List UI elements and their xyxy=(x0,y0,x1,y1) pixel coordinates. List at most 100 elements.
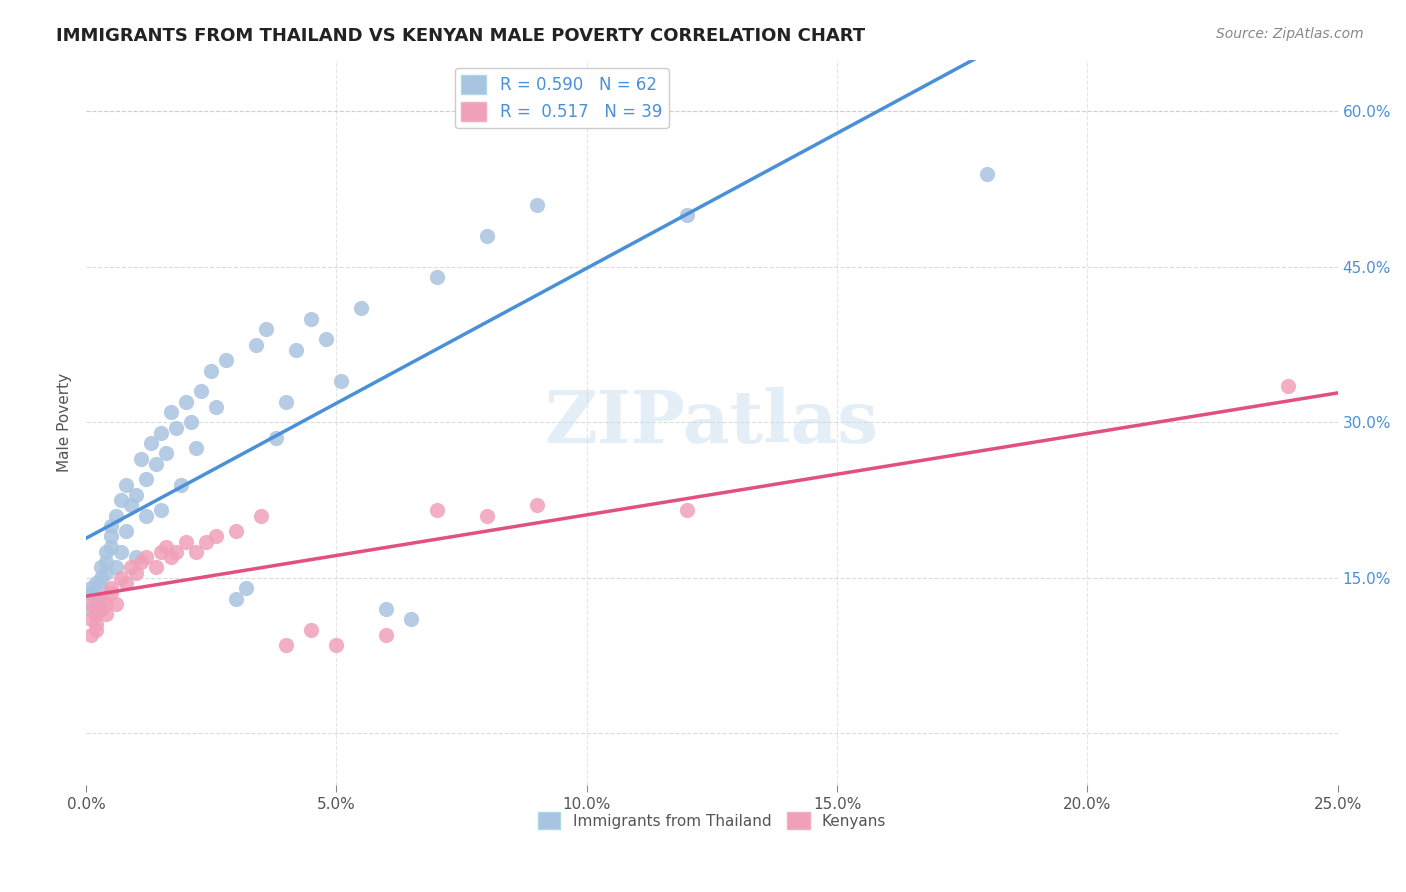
Point xyxy=(115,524,138,538)
Point xyxy=(526,498,548,512)
Point xyxy=(675,503,697,517)
Point xyxy=(84,607,107,621)
Point xyxy=(90,571,112,585)
Point xyxy=(100,519,122,533)
Point xyxy=(195,534,218,549)
Point xyxy=(180,415,202,429)
Point xyxy=(94,555,117,569)
Point xyxy=(330,374,353,388)
Point xyxy=(90,602,112,616)
Point xyxy=(84,607,107,621)
Point xyxy=(129,451,152,466)
Point xyxy=(425,503,447,517)
Point xyxy=(135,472,157,486)
Point xyxy=(129,555,152,569)
Point xyxy=(254,322,277,336)
Point xyxy=(425,270,447,285)
Point xyxy=(160,550,183,565)
Point xyxy=(125,566,148,580)
Point xyxy=(80,612,103,626)
Point xyxy=(94,597,117,611)
Y-axis label: Male Poverty: Male Poverty xyxy=(58,373,72,472)
Point xyxy=(1277,379,1299,393)
Point xyxy=(84,623,107,637)
Point xyxy=(120,560,142,574)
Point xyxy=(90,581,112,595)
Point xyxy=(276,638,298,652)
Point xyxy=(145,457,167,471)
Point xyxy=(190,384,212,399)
Point xyxy=(94,607,117,621)
Point xyxy=(200,363,222,377)
Point xyxy=(135,508,157,523)
Point xyxy=(475,508,498,523)
Legend: Immigrants from Thailand, Kenyans: Immigrants from Thailand, Kenyans xyxy=(531,805,893,836)
Point xyxy=(976,167,998,181)
Point xyxy=(186,545,208,559)
Point xyxy=(94,545,117,559)
Point xyxy=(115,477,138,491)
Point xyxy=(100,529,122,543)
Point xyxy=(145,560,167,574)
Point xyxy=(100,581,122,595)
Point xyxy=(155,540,177,554)
Point xyxy=(350,301,373,316)
Point xyxy=(150,425,173,440)
Point xyxy=(105,597,128,611)
Point xyxy=(526,197,548,211)
Point xyxy=(285,343,308,357)
Point xyxy=(90,560,112,574)
Point xyxy=(84,591,107,606)
Point xyxy=(105,508,128,523)
Point xyxy=(675,208,697,222)
Point xyxy=(90,602,112,616)
Point xyxy=(84,597,107,611)
Point xyxy=(205,400,228,414)
Point xyxy=(475,228,498,243)
Point xyxy=(105,560,128,574)
Point xyxy=(84,617,107,632)
Point xyxy=(84,576,107,591)
Point xyxy=(401,612,423,626)
Point xyxy=(250,508,273,523)
Point xyxy=(110,545,132,559)
Point xyxy=(80,586,103,600)
Point xyxy=(325,638,347,652)
Point xyxy=(135,550,157,565)
Point xyxy=(170,477,193,491)
Point xyxy=(186,442,208,456)
Text: IMMIGRANTS FROM THAILAND VS KENYAN MALE POVERTY CORRELATION CHART: IMMIGRANTS FROM THAILAND VS KENYAN MALE … xyxy=(56,27,865,45)
Point xyxy=(120,498,142,512)
Point xyxy=(174,534,197,549)
Point xyxy=(225,524,247,538)
Point xyxy=(375,602,398,616)
Point xyxy=(80,602,103,616)
Text: ZIPatlas: ZIPatlas xyxy=(544,387,879,458)
Point xyxy=(225,591,247,606)
Point xyxy=(266,431,288,445)
Point xyxy=(80,628,103,642)
Point xyxy=(215,353,238,368)
Point xyxy=(100,586,122,600)
Point xyxy=(125,488,148,502)
Point xyxy=(141,436,163,450)
Point xyxy=(150,503,173,517)
Point xyxy=(174,394,197,409)
Point xyxy=(80,597,103,611)
Point xyxy=(245,337,267,351)
Point xyxy=(165,420,187,434)
Point xyxy=(205,529,228,543)
Point xyxy=(299,623,322,637)
Point xyxy=(115,576,138,591)
Point xyxy=(125,550,148,565)
Point xyxy=(110,571,132,585)
Point xyxy=(299,311,322,326)
Point xyxy=(375,628,398,642)
Point xyxy=(150,545,173,559)
Point xyxy=(94,566,117,580)
Point xyxy=(100,540,122,554)
Point xyxy=(155,446,177,460)
Point xyxy=(90,591,112,606)
Point xyxy=(80,581,103,595)
Point xyxy=(160,405,183,419)
